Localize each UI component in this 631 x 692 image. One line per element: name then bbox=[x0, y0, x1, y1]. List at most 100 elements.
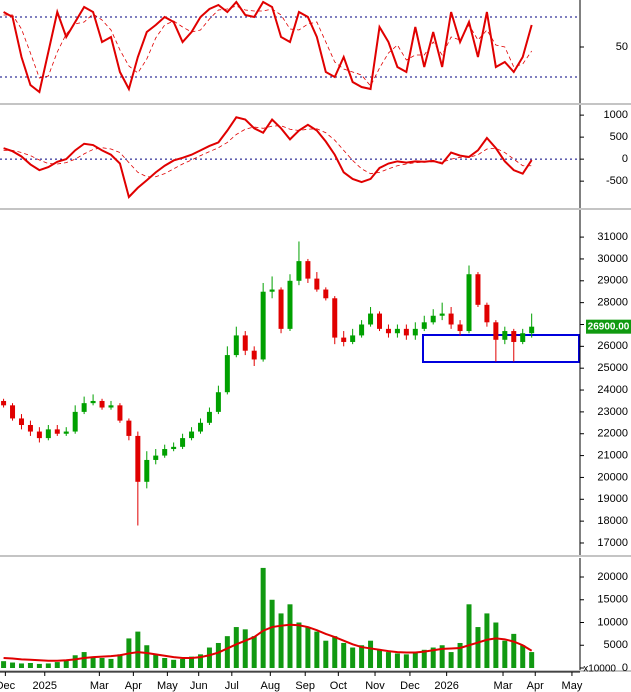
y-tick-label: -500 bbox=[606, 175, 628, 187]
volume-bar bbox=[394, 653, 400, 668]
candle-body bbox=[10, 405, 16, 419]
volume-bar bbox=[377, 649, 383, 668]
y-tick-label: 1000 bbox=[604, 109, 628, 121]
volume-bar bbox=[108, 658, 114, 668]
candle-body bbox=[305, 261, 311, 279]
candle-body bbox=[45, 429, 51, 439]
volume-bar bbox=[341, 642, 347, 668]
volume-bar bbox=[520, 645, 526, 668]
y-unit-label: x10000 bbox=[583, 664, 616, 675]
volume-bar bbox=[502, 640, 508, 668]
y-tick-label: 30000 bbox=[597, 253, 628, 265]
volume-bar bbox=[412, 652, 418, 668]
y-tick-label: 50 bbox=[616, 41, 628, 53]
volume-bar bbox=[233, 627, 239, 668]
y-tick-label: 20000 bbox=[597, 571, 628, 583]
volume-bar bbox=[305, 627, 311, 668]
candle-body bbox=[1, 400, 7, 406]
y-tick-label: 22000 bbox=[597, 428, 628, 440]
candle-body bbox=[189, 431, 195, 439]
candle-body bbox=[341, 337, 347, 342]
volume-bar bbox=[269, 599, 275, 668]
volume-bar bbox=[296, 622, 302, 668]
volume-bar bbox=[403, 654, 409, 668]
volume-bar bbox=[81, 652, 87, 668]
x-tick-label: Apr bbox=[527, 680, 544, 692]
volume-bar bbox=[385, 652, 391, 668]
candle-body bbox=[448, 313, 454, 325]
candle-body bbox=[117, 405, 123, 421]
y-tick-label: 10000 bbox=[597, 616, 628, 628]
volume-bar bbox=[45, 663, 51, 668]
volume-bar bbox=[493, 622, 499, 668]
y-tick-label: 17000 bbox=[597, 537, 628, 549]
volume-bar bbox=[448, 652, 454, 668]
y-tick-label: 500 bbox=[610, 131, 628, 143]
x-tick-label: Mar bbox=[90, 680, 109, 692]
volume-bar bbox=[215, 642, 221, 668]
x-tick-label: May bbox=[157, 680, 178, 692]
series-line bbox=[3, 116, 533, 199]
y-tick-label: 24000 bbox=[597, 384, 628, 396]
candle-body bbox=[466, 274, 472, 332]
candle-body bbox=[511, 331, 517, 342]
candle-body bbox=[197, 422, 203, 432]
candle-body bbox=[278, 289, 284, 329]
volume-bar bbox=[99, 657, 105, 668]
candle-body bbox=[180, 438, 186, 447]
x-tick-label: 2026 bbox=[434, 680, 458, 692]
volume-bar bbox=[63, 660, 69, 668]
candle-body bbox=[242, 335, 248, 351]
volume-bar bbox=[180, 658, 186, 668]
volume-bar bbox=[457, 642, 463, 668]
x-tick-label: Oct bbox=[330, 680, 347, 692]
candle-body bbox=[224, 355, 230, 393]
volume-bar bbox=[287, 604, 293, 668]
y-tick-label: 31000 bbox=[597, 231, 628, 243]
candle-body bbox=[135, 435, 141, 482]
candle-body bbox=[475, 274, 481, 305]
volume-bar bbox=[466, 604, 472, 668]
candle-body bbox=[108, 405, 114, 408]
candle-body bbox=[377, 313, 383, 329]
volume-bar bbox=[475, 627, 481, 668]
volume-bar bbox=[314, 631, 320, 668]
volume-bar bbox=[135, 631, 141, 668]
volume-bar bbox=[511, 633, 517, 668]
y-tick-label: 19000 bbox=[597, 493, 628, 505]
candle-body bbox=[27, 424, 33, 432]
candle-body bbox=[430, 315, 436, 323]
candle-body bbox=[269, 289, 275, 292]
volume-bar bbox=[197, 654, 203, 668]
candle-body bbox=[296, 261, 302, 281]
volume-bar bbox=[189, 656, 195, 668]
candle-body bbox=[162, 449, 168, 456]
y-tick-label: 18000 bbox=[597, 515, 628, 527]
volume-bar bbox=[439, 645, 445, 668]
candle-body bbox=[171, 446, 177, 450]
last-value-label: 26900.00 bbox=[588, 321, 630, 332]
x-tick-label: Sep bbox=[295, 680, 315, 692]
candle-body bbox=[144, 459, 150, 482]
volume-bar bbox=[323, 640, 329, 668]
x-tick-label: Mar bbox=[494, 680, 513, 692]
candle-body bbox=[403, 328, 409, 336]
candle-body bbox=[54, 429, 60, 434]
candle-body bbox=[323, 289, 329, 299]
candle-body bbox=[421, 322, 427, 329]
volume-bar bbox=[260, 567, 266, 668]
y-tick-label: 29000 bbox=[597, 275, 628, 287]
series-line bbox=[3, 5, 532, 87]
volume-bar bbox=[332, 636, 338, 668]
volume-bar bbox=[90, 656, 96, 668]
y-tick-label: 20000 bbox=[597, 471, 628, 483]
candle-body bbox=[287, 280, 293, 329]
y-tick-label: 23000 bbox=[597, 406, 628, 418]
volume-bar bbox=[430, 647, 436, 668]
candle-body bbox=[99, 400, 105, 408]
candle-body bbox=[81, 403, 87, 412]
volume-bar bbox=[206, 647, 212, 668]
candle-body bbox=[412, 328, 418, 336]
